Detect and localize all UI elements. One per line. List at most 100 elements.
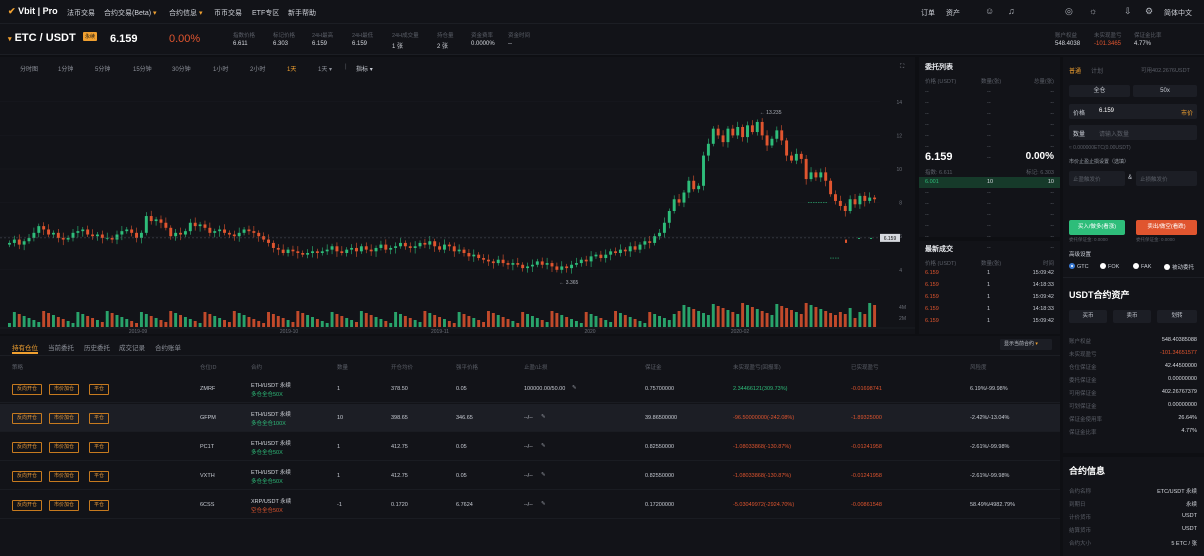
position-action-button[interactable]: 反向开仓: [12, 471, 43, 482]
bid-row[interactable]: 6.001 10 10: [919, 177, 1060, 188]
radio-option[interactable]: GTC: [1069, 263, 1089, 270]
symbol-selector[interactable]: ▾ ETC / USDT: [8, 32, 76, 44]
tab-normal[interactable]: 普通: [1069, 69, 1082, 75]
timeframe-tab[interactable]: 分时图: [20, 67, 39, 73]
timeframe-tab[interactable]: 1分钟: [58, 67, 74, 73]
position-action-button[interactable]: 反向开仓: [12, 413, 43, 424]
ask-row[interactable]: -- -- --: [919, 131, 1060, 142]
radio-dot-icon[interactable]: [1069, 263, 1075, 269]
position-action-button[interactable]: 市价加仓: [49, 384, 80, 395]
tpsl-value[interactable]: 100000.00/50.00: [524, 386, 566, 392]
position-action-button[interactable]: 平仓: [89, 500, 110, 511]
ask-row[interactable]: -- -- --: [919, 87, 1060, 98]
position-action-button[interactable]: 市价加仓: [49, 500, 80, 511]
fullscreen-icon[interactable]: ⛶: [900, 64, 905, 70]
radio-option[interactable]: FAK: [1133, 263, 1151, 270]
language-select[interactable]: 简体中文: [1164, 10, 1192, 17]
download-icon[interactable]: ⇩: [1124, 6, 1132, 16]
sell-coin-button[interactable]: 卖币: [1113, 310, 1151, 323]
market-price-toggle[interactable]: 市价: [1180, 111, 1193, 117]
settings-icon[interactable]: ⚙: [1145, 6, 1154, 16]
nav-item-help[interactable]: 新手帮助: [288, 10, 316, 17]
candle-body: [144, 216, 148, 233]
bid-row[interactable]: -- -- --: [919, 188, 1060, 199]
position-tab[interactable]: 当前委托: [48, 345, 74, 352]
tpsl-value[interactable]: --/--: [524, 444, 533, 450]
bid-row[interactable]: -- -- --: [919, 221, 1060, 232]
volume-bar: [306, 315, 310, 327]
buy-coin-button[interactable]: 买币: [1069, 310, 1107, 323]
edit-icon[interactable]: ✎: [541, 472, 546, 478]
position-action-button[interactable]: 平仓: [89, 471, 110, 482]
nav-item-spot[interactable]: 币币交易: [214, 10, 242, 17]
edit-icon[interactable]: ✎: [541, 501, 546, 507]
bid-row[interactable]: -- -- --: [919, 243, 1060, 254]
ask-row[interactable]: -- -- --: [919, 142, 1060, 153]
radio-dot-icon[interactable]: [1100, 263, 1106, 269]
timeframe-tab[interactable]: 30分钟: [172, 67, 191, 73]
indicator-button[interactable]: 指标 ▾: [356, 67, 373, 73]
radio-option[interactable]: FOK: [1100, 263, 1119, 270]
timeframe-tab[interactable]: 1天 ▾: [318, 67, 333, 73]
position-tab[interactable]: 合约账单: [155, 345, 181, 352]
tab-plan[interactable]: 计划: [1091, 69, 1104, 75]
timeframe-tab[interactable]: 1天: [287, 67, 297, 73]
nav-item-etf[interactable]: ETF专区: [252, 10, 280, 17]
timeframe-tab[interactable]: 15分钟: [133, 67, 152, 73]
position-action-button[interactable]: 市价加仓: [49, 442, 80, 453]
edit-icon[interactable]: ✎: [541, 443, 546, 449]
radio-dot-icon[interactable]: [1164, 264, 1170, 270]
user-icon[interactable]: ☺: [985, 6, 995, 16]
price-input[interactable]: 价格 6.159 市价: [1069, 104, 1197, 119]
position-tab[interactable]: 历史委托: [84, 345, 110, 352]
position-action-button[interactable]: 反向开仓: [12, 442, 43, 453]
position-action-button[interactable]: 反向开仓: [12, 384, 43, 395]
position-action-button[interactable]: 市价加仓: [49, 471, 80, 482]
theme-icon[interactable]: ☼: [1089, 6, 1098, 16]
bid-row[interactable]: -- -- --: [919, 199, 1060, 210]
timeframe-tab[interactable]: 2小时: [250, 67, 266, 73]
nav-item-contract-info[interactable]: 合约信息 ▾: [169, 10, 203, 17]
position-action-button[interactable]: 反向开仓: [12, 500, 43, 511]
ask-row[interactable]: -- -- --: [919, 120, 1060, 131]
sell-short-button[interactable]: 卖出/做空(看跌): [1136, 220, 1197, 235]
candlestick-chart[interactable]: 14 12 10 8 6 4 6.159 ← 13.235 ← 3.365 4M 2M 2019-09…: [0, 75, 915, 334]
take-profit-input[interactable]: 止盈触发价: [1069, 171, 1125, 186]
nav-item-contract-trading[interactable]: 合约交易(Beta) ▾: [104, 10, 157, 17]
margin-mode-select[interactable]: 全仓: [1069, 85, 1130, 97]
bid-row[interactable]: -- -- --: [919, 210, 1060, 221]
nav-item-fiat[interactable]: 法币交易: [67, 10, 95, 17]
position-tab[interactable]: 成交记录: [119, 345, 145, 352]
position-action-button[interactable]: 平仓: [89, 384, 110, 395]
buy-long-button[interactable]: 买入/做多(看涨): [1069, 220, 1125, 235]
bell-icon[interactable]: ♫: [1008, 6, 1015, 16]
tpsl-value[interactable]: --/--: [524, 473, 533, 479]
edit-icon[interactable]: ✎: [541, 414, 546, 420]
ask-row[interactable]: -- -- --: [919, 109, 1060, 120]
radio-dot-icon[interactable]: [1133, 263, 1139, 269]
tpsl-value[interactable]: --/--: [524, 415, 533, 421]
volume-bar: [726, 310, 730, 327]
brand-logo[interactable]: ✔ Vbit | Pro: [8, 6, 58, 16]
current-contract-filter[interactable]: 显示当前合约 ▾: [1000, 339, 1052, 350]
position-action-button[interactable]: 市价加仓: [49, 413, 80, 424]
transfer-button[interactable]: 划转: [1157, 310, 1197, 323]
position-action-button[interactable]: 平仓: [89, 413, 110, 424]
candle-body: [873, 197, 877, 200]
timeframe-tab[interactable]: 5分钟: [95, 67, 111, 73]
stop-loss-input[interactable]: 止损触发价: [1136, 171, 1197, 186]
tpsl-value[interactable]: --/--: [524, 502, 533, 508]
leverage-select[interactable]: 50x: [1133, 85, 1197, 97]
ask-row[interactable]: -- -- --: [919, 98, 1060, 109]
edit-icon[interactable]: ✎: [572, 385, 577, 391]
candle-body: [22, 241, 26, 245]
ask-row[interactable]: -- -- --: [919, 153, 1060, 164]
globe-icon[interactable]: ◎: [1065, 6, 1073, 16]
position-action-button[interactable]: 平仓: [89, 442, 110, 453]
quantity-input[interactable]: 数量 请输入数量: [1069, 125, 1197, 140]
nav-item-assets[interactable]: 资产: [946, 10, 960, 17]
radio-option[interactable]: 被动委托: [1164, 263, 1194, 271]
timeframe-tab[interactable]: 1小时: [213, 67, 229, 73]
position-tab[interactable]: 持有仓位: [12, 345, 38, 352]
nav-item-orders[interactable]: 订单: [921, 10, 935, 17]
